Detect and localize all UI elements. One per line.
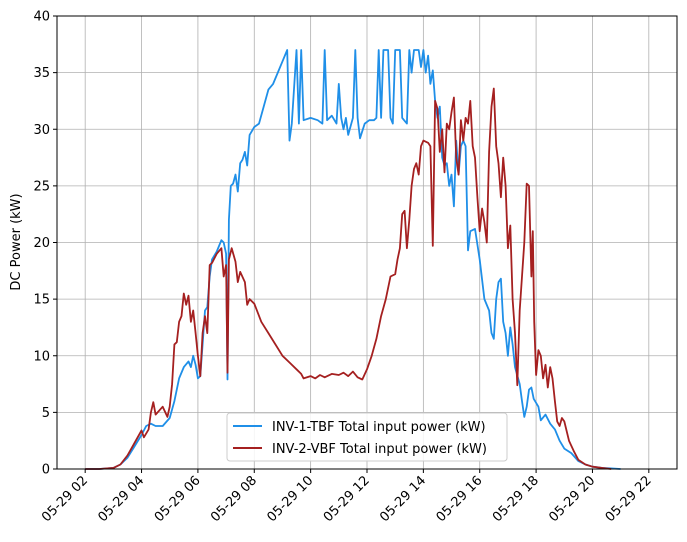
y-tick-label: 20 (33, 236, 50, 251)
series-layer (85, 49, 621, 470)
y-tick-label: 25 (33, 179, 50, 194)
y-tick-label: 35 (33, 66, 50, 81)
legend: INV-1-TBF Total input power (kW) INV-2-V… (226, 412, 508, 462)
y-tick-label: 40 (33, 10, 50, 25)
legend-label-inv2: INV-2-VBF Total input power (kW) (272, 442, 487, 457)
y-tick-label: 5 (42, 406, 50, 421)
legend-box (226, 412, 508, 462)
y-tick-label: 30 (33, 123, 50, 138)
y-axis: 0 5 10 15 20 25 30 35 40 (33, 10, 57, 478)
y-tick-label: 0 (42, 463, 50, 478)
y-tick-label: 10 (33, 349, 50, 364)
y-axis-label: DC Power (kW) (9, 193, 24, 290)
series-line-inv2 (85, 87, 612, 470)
series-line-inv1 (85, 49, 621, 470)
legend-label-inv1: INV-1-TBF Total input power (kW) (272, 420, 486, 435)
y-tick-label: 15 (33, 293, 50, 308)
